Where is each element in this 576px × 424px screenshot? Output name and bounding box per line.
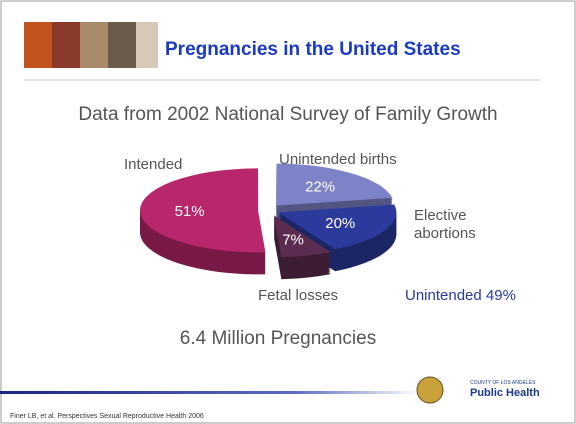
photo [80,22,108,68]
annotation: Unintended 49% [405,287,516,304]
slice [276,163,393,206]
photo [52,22,80,68]
county-seal [416,376,444,404]
footer-bar [0,391,420,394]
photo [136,22,158,68]
logo-small: COUNTY OF LOS ANGELES [470,380,536,386]
value-label: 22% [305,178,335,195]
category-label: Intended [124,156,183,173]
chart-title: Data from 2002 National Survey of Family… [78,104,497,125]
slice [278,204,397,250]
pie: 51% 22% 20% 7% [140,163,397,280]
category-label: Elective abortions [414,207,476,242]
value-label: 20% [325,215,355,232]
slice [273,215,331,258]
category-label: Unintended births [279,151,397,168]
category-label: Fetal losses [258,287,339,304]
logo: Public Health [470,387,540,399]
photo [108,22,136,68]
value-label: 51% [175,203,205,220]
slide-title: Pregnancies in the United States [165,39,461,60]
caption: 6.4 Million Pregnancies [180,328,376,349]
slice [140,168,266,253]
photo [24,22,52,68]
citation: Finer LB, et al. Perspectives Sexual Rep… [10,413,204,420]
value-label: 7% [282,232,304,249]
